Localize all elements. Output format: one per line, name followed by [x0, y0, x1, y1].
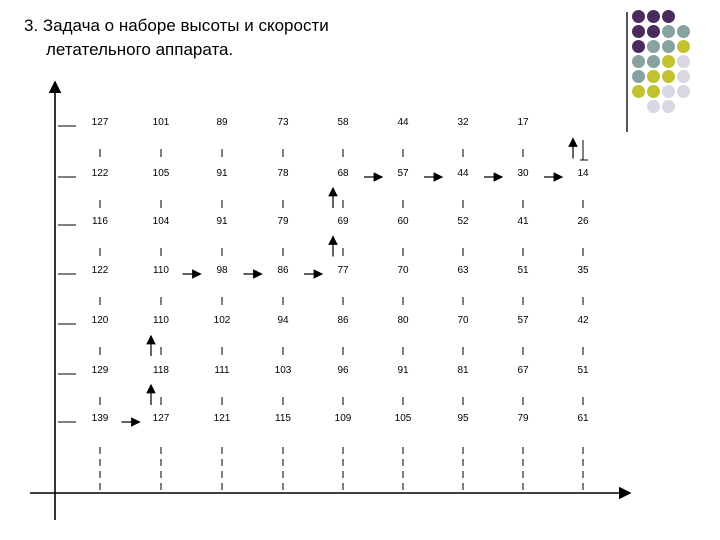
grid-cell-value: 122	[91, 265, 109, 276]
grid-cell-value: 69	[337, 216, 349, 227]
grid-cell-value: 109	[334, 413, 352, 424]
grid-cell-value: 78	[277, 168, 289, 179]
grid-cell-value: 79	[277, 216, 289, 227]
grid-cell-value: 30	[517, 168, 529, 179]
grid-cell-value: 51	[577, 365, 589, 376]
decorative-dot	[662, 100, 675, 113]
grid-cell-value: 41	[517, 216, 529, 227]
grid-cell-value: 139	[91, 413, 109, 424]
decorative-dot	[662, 10, 675, 23]
grid-cell-value: 120	[91, 315, 109, 326]
grid-cell-value: 86	[337, 315, 349, 326]
decorative-dot	[662, 25, 675, 38]
grid-cell-value: 91	[216, 168, 228, 179]
grid-cell-value: 70	[457, 315, 469, 326]
grid-cell-value: 79	[517, 413, 529, 424]
grid-cell-value: 91	[397, 365, 409, 376]
grid-cell-value: 77	[337, 265, 349, 276]
grid-cell-value: 105	[152, 168, 170, 179]
grid-cell-value: 61	[577, 413, 589, 424]
decorative-dot	[677, 40, 690, 53]
grid-cell-value: 58	[337, 117, 349, 128]
grid-cell-value: 96	[337, 365, 349, 376]
grid-cell-value: 129	[91, 365, 109, 376]
grid-cell-value: 68	[337, 168, 349, 179]
grid-cell-value: 127	[91, 117, 109, 128]
grid-cell-value: 51	[517, 265, 529, 276]
title-line-1: 3. Задача о наборе высоты и скорости	[24, 16, 329, 35]
grid-cell-value: 70	[397, 265, 409, 276]
grid-cell-value: 91	[216, 216, 228, 227]
grid-cell-value: 94	[277, 315, 289, 326]
grid-cell-value: 110	[153, 265, 169, 276]
grid-cell-value: 80	[397, 315, 409, 326]
decorative-dot	[647, 70, 660, 83]
grid-cell-value: 118	[153, 365, 169, 376]
grid-cell-value: 44	[457, 168, 469, 179]
grid-cell-value: 35	[577, 265, 589, 276]
decorative-divider	[626, 12, 628, 132]
grid-cell-value: 14	[577, 168, 589, 179]
grid-cell-value: 42	[577, 315, 589, 326]
grid-cell-value: 122	[91, 168, 109, 179]
grid-cell-value: 60	[397, 216, 409, 227]
grid-cell-value: 104	[152, 216, 170, 227]
grid-cell-value: 17	[517, 117, 529, 128]
decorative-dot	[632, 55, 645, 68]
decorative-dot	[647, 85, 660, 98]
decorative-dot-pattern	[632, 10, 720, 120]
decorative-dot	[662, 85, 675, 98]
grid-cell-value: 52	[457, 216, 469, 227]
decorative-dot	[647, 100, 660, 113]
decorative-dot	[677, 70, 690, 83]
decorative-dot	[647, 10, 660, 23]
decorative-dot	[662, 55, 675, 68]
title-line-2: летательного аппарата.	[46, 40, 234, 59]
grid-cell-value: 57	[517, 315, 529, 326]
grid-cell-value: 73	[277, 117, 289, 128]
grid-cell-value: 63	[457, 265, 469, 276]
slide-title: 3. Задача о наборе высоты и скорости лет…	[24, 14, 444, 62]
decorative-dot	[647, 40, 660, 53]
grid-cell-value: 81	[457, 365, 469, 376]
grid-cell-value: 86	[277, 265, 289, 276]
grid-cell-value: 98	[216, 265, 228, 276]
decorative-dot	[677, 25, 690, 38]
decorative-dot	[647, 55, 660, 68]
grid-cell-value: 105	[394, 413, 412, 424]
grid-cell-value: 111	[214, 365, 230, 376]
decorative-dot	[632, 10, 645, 23]
decorative-dot	[632, 85, 645, 98]
grid-cell-value: 110	[153, 315, 169, 326]
grid-cell-value: 57	[397, 168, 409, 179]
decorative-dot	[632, 40, 645, 53]
grid-cell-value: 32	[457, 117, 469, 128]
decorative-dot	[662, 70, 675, 83]
grid-cell-value: 89	[216, 117, 228, 128]
decorative-dot	[662, 40, 675, 53]
grid-cell-value: 102	[213, 315, 231, 326]
grid-cell-value: 121	[213, 413, 231, 424]
grid-cell-value: 95	[457, 413, 469, 424]
decorative-dot	[632, 25, 645, 38]
grid-cell-value: 127	[152, 413, 170, 424]
grid-cell-value: 115	[275, 413, 291, 424]
decorative-dot	[677, 85, 690, 98]
grid-cell-value: 116	[92, 216, 108, 227]
grid-cell-value: 103	[274, 365, 292, 376]
grid-cell-value: 26	[577, 216, 589, 227]
grid-cell-value: 67	[517, 365, 529, 376]
decorative-dot	[632, 70, 645, 83]
decorative-dot	[647, 25, 660, 38]
decorative-dot	[677, 55, 690, 68]
grid-cell-value: 44	[397, 117, 409, 128]
grid-cell-value: 101	[152, 117, 170, 128]
